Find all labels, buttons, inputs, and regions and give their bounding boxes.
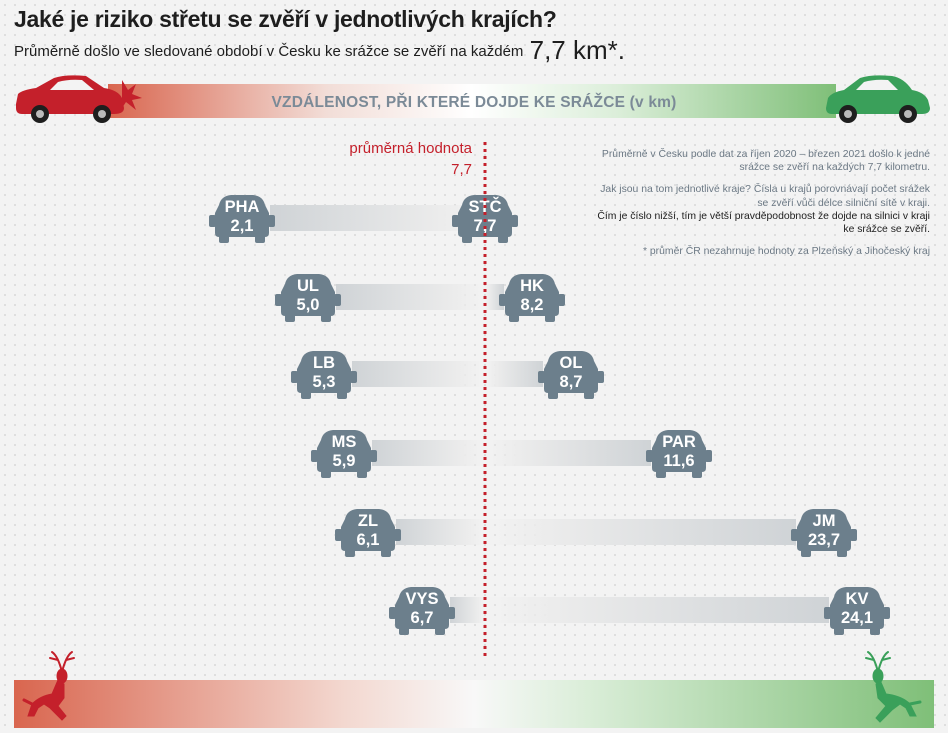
green-car-icon [826,75,930,123]
region-value: 8,7 [559,373,583,392]
region-car-badge-icon [538,351,604,399]
region-code: LB [313,354,335,373]
region-badge-text: PHA 2,1 [225,198,260,236]
bar-trail-lb [352,361,485,387]
region-code: OL [559,354,583,373]
explanation-note: Průměrně v Česku podle dat za říjen 2020… [590,148,930,267]
region-car-ms: MS 5,9 [309,428,379,478]
region-car-badge-icon [311,430,377,478]
region-car-par: PAR 11,6 [644,428,714,478]
region-code: JM [812,512,836,531]
note-paragraph-2: Jak jsou na tom jednotlivé kraje? Čísla … [590,183,930,236]
bottom-gradient-band [14,680,934,728]
bar-trail-zl [396,519,485,545]
red-deer-icon [22,651,75,721]
region-value: 6,1 [356,531,380,550]
average-value-text: 7,7 [451,161,472,178]
subtitle-text: Průměrně došlo ve sledované období v Čes… [14,43,524,60]
region-car-badge-icon [646,430,712,478]
axis-title: VZDÁLENOST, PŘI KTERÉ DOJDE KE SRÁŽCE (v… [271,94,677,111]
bar-trail-ul [336,284,485,310]
axis-header-gradient [108,84,836,118]
region-code: KV [845,590,869,609]
note-paragraph-1: Průměrně v Česku podle dat za říjen 2020… [601,149,930,174]
region-code: PHA [224,198,260,217]
note-emphasis: Čím je číslo nižší, tím je větší pravděp… [597,210,930,236]
bar-trail-ol [485,361,543,387]
region-value: 8,2 [520,296,544,315]
region-value: 11,6 [663,452,695,471]
region-car-badge-icon [275,274,341,322]
region-badge-text: VYS 6,7 [405,590,438,628]
region-badge-text: OL 8,7 [560,354,583,392]
region-car-badge-icon [499,274,565,322]
average-label: průměrná hodnota 7,7 [349,138,472,180]
bar-trail-par [485,440,651,466]
green-deer-icon [865,651,922,723]
region-car-kv: KV 24,1 [822,585,892,635]
region-value: 23,7 [807,531,841,550]
region-car-badge-icon [335,509,401,557]
region-code: UL [297,277,319,296]
region-code: PAR [662,433,696,452]
note-footnote: * průměr ČR nezahrnuje hodnoty za Plzeňs… [642,246,930,258]
region-value: 24,1 [840,609,874,628]
region-car-badge-icon [209,195,275,243]
bar-trail-pha [270,205,485,231]
region-car-badge-icon [824,587,890,635]
region-value: 6,7 [410,609,434,628]
region-badge-text: PAR 11,6 [662,433,696,471]
region-badge-text: HK 8,2 [520,277,544,315]
red-car-icon [16,75,142,123]
region-value: 5,0 [296,296,320,315]
region-car-badge-icon [791,509,857,557]
region-car-jm: JM 23,7 [789,507,859,557]
region-value: 5,3 [312,373,336,392]
region-car-hk: HK 8,2 [497,272,567,322]
region-car-badge-icon [291,351,357,399]
bar-trail-ms [372,440,485,466]
region-badge-text: JM 23,7 [808,512,840,550]
region-badge-text: UL 5,0 [297,277,320,315]
subtitle-average-value: 7,7 km*. [529,35,625,65]
region-badge-text: KV 24,1 [841,590,873,628]
region-car-lb: LB 5,3 [289,349,359,399]
region-car-ol: OL 8,7 [536,349,606,399]
chart-subtitle: Průměrně došlo ve sledované období v Čes… [14,32,625,65]
bar-trail-jm [485,519,796,545]
region-badge-text: LB 5,3 [313,354,336,392]
region-car-pha: PHA 2,1 [207,193,277,243]
region-value: 2,1 [230,217,254,236]
region-car-badge-icon [452,195,518,243]
region-code: MS [331,433,357,452]
note-intro: Jak jsou na tom jednotlivé kraje? Čísla … [600,184,930,209]
bar-trail-vys [450,597,485,623]
bar-trail-kv [485,597,829,623]
region-code: VYS [405,590,439,609]
region-code: HK [520,277,544,296]
region-car-zl: ZL 6,1 [333,507,403,557]
region-badge-text: ZL 6,1 [357,512,380,550]
region-car-badge-icon [389,587,455,635]
average-label-text: průměrná hodnota [349,140,472,157]
region-car-vys: VYS 6,7 [387,585,457,635]
region-badge-text: MS 5,9 [332,433,357,471]
region-code: ZL [357,512,379,531]
region-value: 5,9 [332,452,356,471]
chart-title: Jaké je riziko střetu se zvěří v jednotl… [14,6,557,32]
region-car-ul: UL 5,0 [273,272,343,322]
